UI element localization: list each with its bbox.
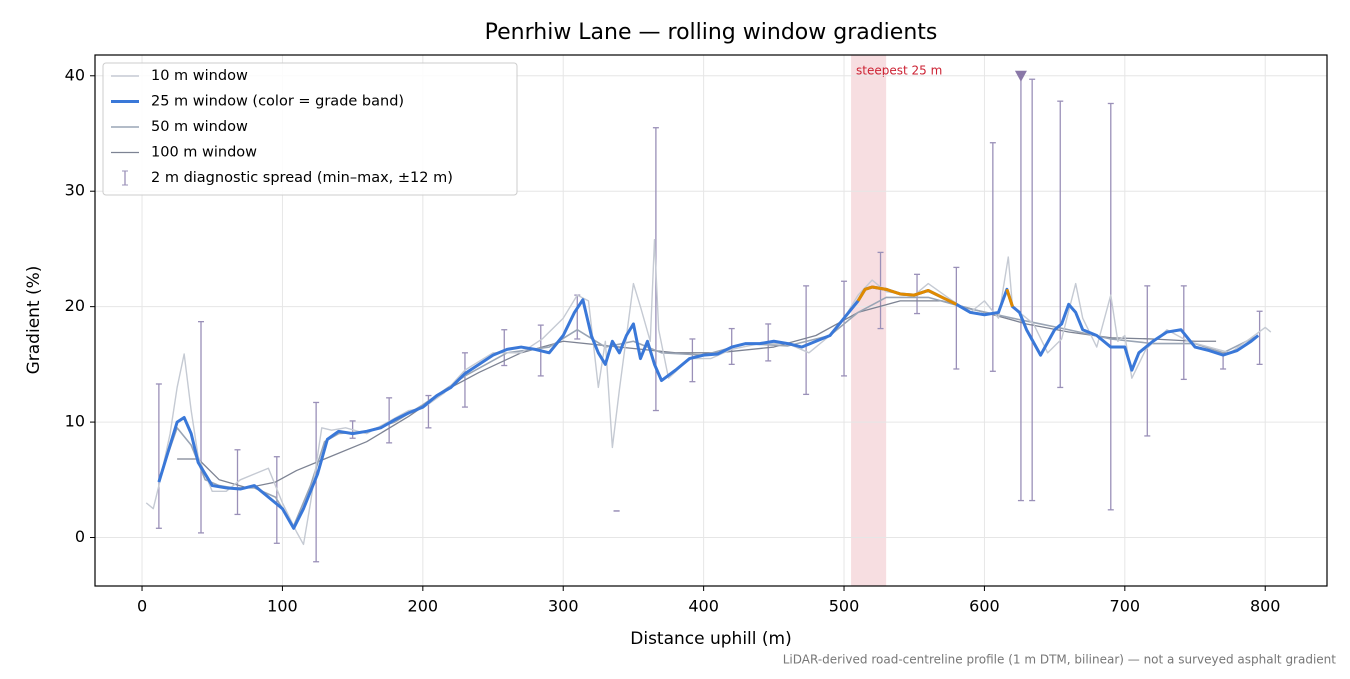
x-tick-label: 400: [688, 597, 719, 616]
plot-frame: [94, 54, 1328, 587]
x-tick-label: 300: [548, 597, 579, 616]
grade-band-segment: [1005, 288, 1014, 308]
x-tick-label: 700: [1110, 597, 1141, 616]
x-tick-label: 600: [969, 597, 1000, 616]
legend-label: 50 m window: [151, 119, 248, 135]
footnote: LiDAR-derived road-centreline profile (1…: [783, 653, 1337, 667]
x-tick-label: 800: [1250, 597, 1281, 616]
highlight-label: steepest 25 m: [856, 64, 942, 78]
x-tick-label: 200: [408, 597, 439, 616]
grade-band-segment: [856, 285, 958, 306]
series-line: [157, 285, 1260, 530]
series-line: [177, 300, 1217, 489]
x-tick-label: 100: [267, 597, 298, 616]
y-tick-label: 40: [65, 65, 85, 84]
legend-label: 25 m window (color = grade band): [151, 94, 404, 110]
y-tick-label: 10: [65, 412, 85, 431]
y-tick-label: 0: [75, 527, 85, 546]
x-tick-label: 0: [137, 597, 147, 616]
legend-label: 2 m diagnostic spread (min–max, ±12 m): [151, 170, 453, 186]
series-line: [145, 238, 1272, 546]
y-tick-label: 30: [65, 181, 85, 200]
y-axis-label: Gradient (%): [24, 266, 44, 375]
x-axis-label: Distance uphill (m): [630, 629, 791, 649]
y-tick-label: 20: [65, 296, 85, 315]
x-tick-label: 500: [829, 597, 860, 616]
chart-title: Penrhiw Lane — rolling window gradients: [485, 20, 938, 45]
legend-label: 10 m window: [151, 68, 248, 84]
legend-box: [102, 62, 518, 196]
clip-marker: [1014, 70, 1027, 82]
legend-label: 100 m window: [151, 145, 257, 161]
